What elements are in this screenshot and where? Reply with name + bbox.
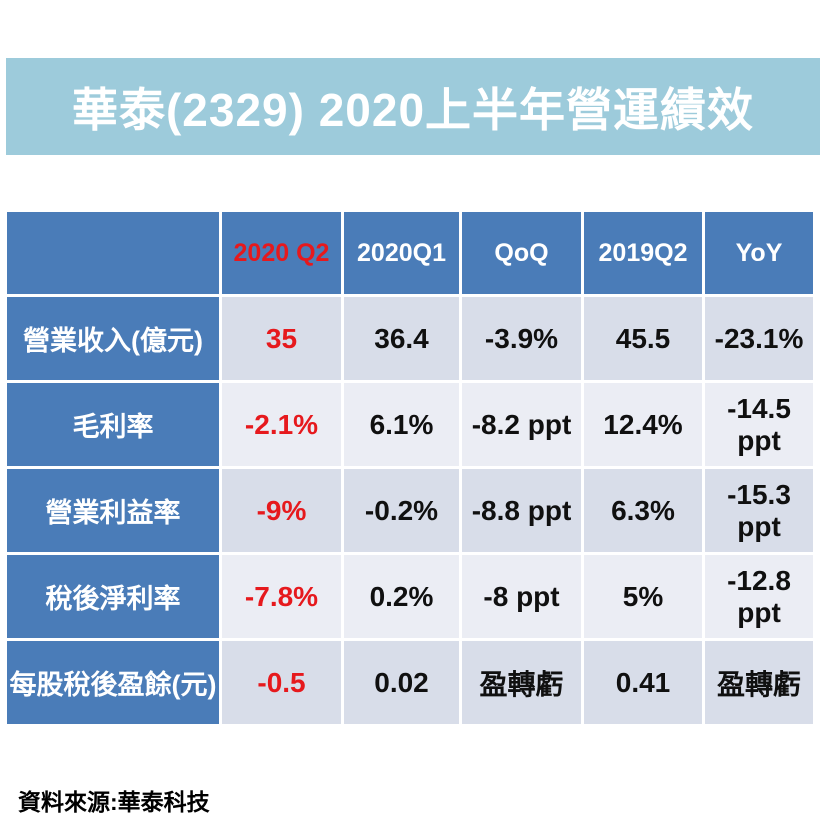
row-label-eps: 每股稅後盈餘(元) bbox=[7, 641, 219, 724]
data-cell: 盈轉虧 bbox=[462, 641, 581, 724]
row-label-operating-margin: 營業利益率 bbox=[7, 469, 219, 552]
performance-table: 2020 Q2 2020Q1 QoQ 2019Q2 YoY 營業收入(億元) 3… bbox=[4, 209, 816, 727]
table-row-eps: 每股稅後盈餘(元) -0.5 0.02 盈轉虧 0.41 盈轉虧 bbox=[7, 641, 813, 724]
data-cell: -8 ppt bbox=[462, 555, 581, 638]
table-row-revenue: 營業收入(億元) 35 36.4 -3.9% 45.5 -23.1% bbox=[7, 297, 813, 380]
data-cell: 6.1% bbox=[344, 383, 459, 466]
row-label-gross-margin: 毛利率 bbox=[7, 383, 219, 466]
data-cell: 36.4 bbox=[344, 297, 459, 380]
data-cell: -0.5 bbox=[222, 641, 341, 724]
row-label-net-margin: 稅後淨利率 bbox=[7, 555, 219, 638]
data-cell: 5% bbox=[584, 555, 702, 638]
header-cell-2020q1: 2020Q1 bbox=[344, 212, 459, 294]
data-cell: -12.8 ppt bbox=[705, 555, 813, 638]
table-header-row: 2020 Q2 2020Q1 QoQ 2019Q2 YoY bbox=[7, 212, 813, 294]
data-cell: -8.8 ppt bbox=[462, 469, 581, 552]
page-title: 華泰(2329) 2020上半年營運績效 bbox=[71, 83, 755, 136]
table-row-operating-margin: 營業利益率 -9% -0.2% -8.8 ppt 6.3% -15.3 ppt bbox=[7, 469, 813, 552]
data-cell: -7.8% bbox=[222, 555, 341, 638]
table-row-gross-margin: 毛利率 -2.1% 6.1% -8.2 ppt 12.4% -14.5 ppt bbox=[7, 383, 813, 466]
data-cell: 0.41 bbox=[584, 641, 702, 724]
header-cell-empty bbox=[7, 212, 219, 294]
data-cell: 0.2% bbox=[344, 555, 459, 638]
table-row-net-margin: 稅後淨利率 -7.8% 0.2% -8 ppt 5% -12.8 ppt bbox=[7, 555, 813, 638]
header-cell-qoq: QoQ bbox=[462, 212, 581, 294]
header-cell-2020q2: 2020 Q2 bbox=[222, 212, 341, 294]
data-cell: -23.1% bbox=[705, 297, 813, 380]
header-cell-2019q2: 2019Q2 bbox=[584, 212, 702, 294]
header-cell-yoy: YoY bbox=[705, 212, 813, 294]
data-cell: 35 bbox=[222, 297, 341, 380]
title-banner: 華泰(2329) 2020上半年營運績效 bbox=[6, 58, 820, 155]
source-note: 資料來源:華泰科技 bbox=[18, 789, 210, 815]
row-label-revenue: 營業收入(億元) bbox=[7, 297, 219, 380]
data-cell: 6.3% bbox=[584, 469, 702, 552]
data-cell: -15.3 ppt bbox=[705, 469, 813, 552]
data-cell: -9% bbox=[222, 469, 341, 552]
data-cell: -8.2 ppt bbox=[462, 383, 581, 466]
data-cell: 12.4% bbox=[584, 383, 702, 466]
data-cell: 45.5 bbox=[584, 297, 702, 380]
data-cell: -0.2% bbox=[344, 469, 459, 552]
data-cell: 盈轉虧 bbox=[705, 641, 813, 724]
data-cell: 0.02 bbox=[344, 641, 459, 724]
data-cell: -3.9% bbox=[462, 297, 581, 380]
data-cell: -2.1% bbox=[222, 383, 341, 466]
data-cell: -14.5 ppt bbox=[705, 383, 813, 466]
